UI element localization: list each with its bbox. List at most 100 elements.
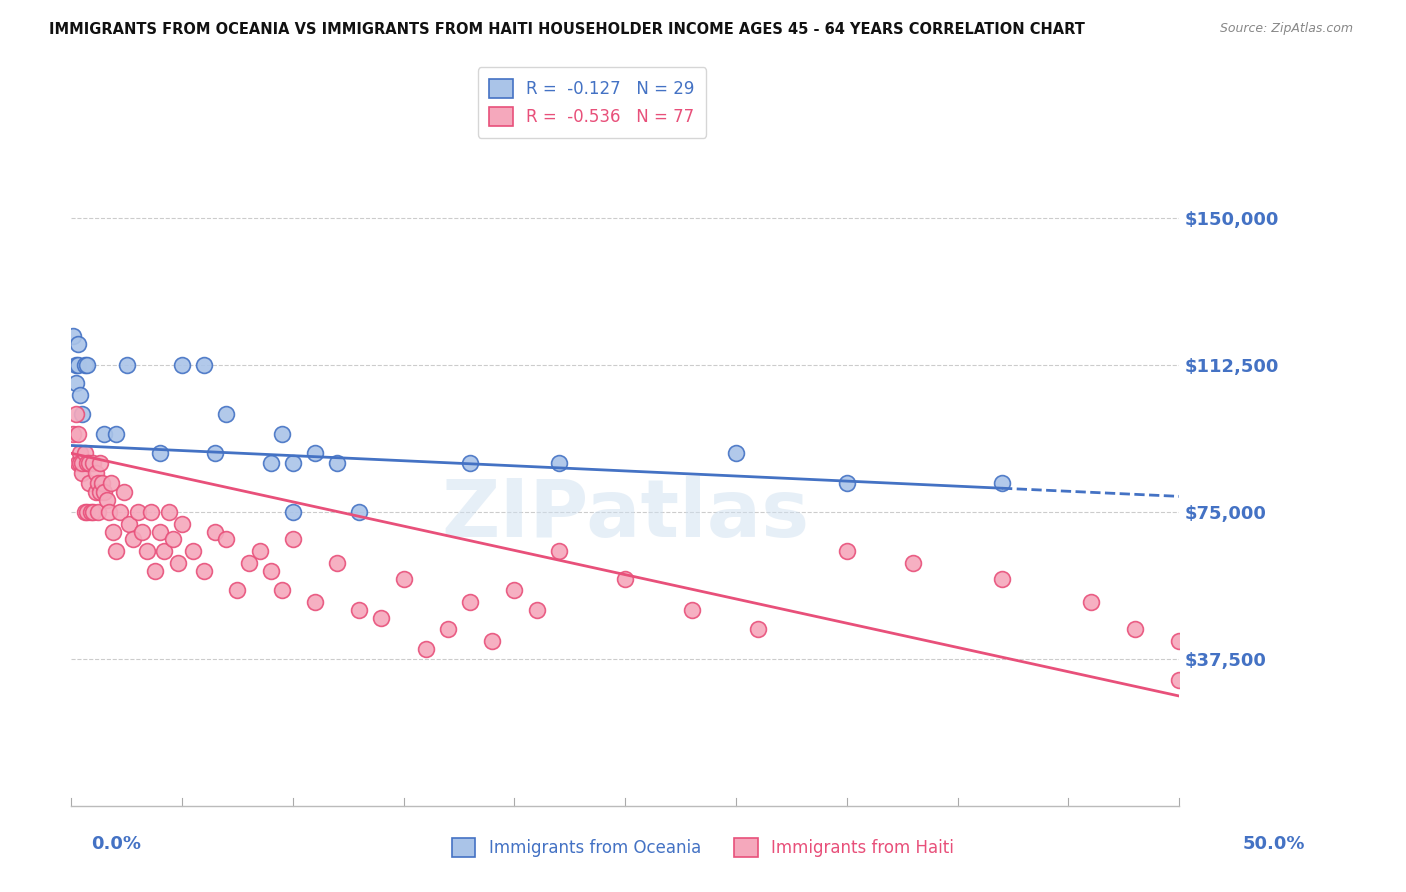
Point [84,466,107,480]
Point [89,485,111,500]
Point [1080,595,1102,609]
Point [127,505,149,519]
Point [349,505,371,519]
Point [157,505,180,519]
Point [69,446,91,460]
Point [270,583,292,598]
Point [97,505,120,519]
Point [835,544,858,558]
Point [87,505,110,519]
Point [84,485,107,500]
Point [77,475,100,490]
Point [69,387,91,401]
Text: 50.0%: 50.0% [1243,835,1305,853]
Point [76,358,98,372]
Point [91,475,114,490]
Legend: Immigrants from Oceania, Immigrants from Haiti: Immigrants from Oceania, Immigrants from… [446,831,960,864]
Point [260,456,283,470]
Point [503,583,526,598]
Point [281,533,304,547]
Point [73,505,96,519]
Point [437,623,460,637]
Point [226,583,249,598]
Point [481,634,503,648]
Point [87,475,110,490]
Text: ZIPatlas: ZIPatlas [441,476,810,554]
Point [215,407,238,421]
Point [72,407,94,421]
Point [249,544,271,558]
Point [118,516,141,531]
Point [304,446,326,460]
Point [139,505,162,519]
Point [614,572,637,586]
Point [526,603,548,617]
Point [112,485,135,500]
Point [204,524,226,539]
Point [170,516,193,531]
Point [76,456,98,470]
Point [115,358,138,372]
Point [991,475,1014,490]
Point [66,358,89,372]
Point [93,426,115,441]
Point [104,426,127,441]
Point [281,505,304,519]
Point [547,544,569,558]
Point [96,493,118,508]
Point [82,456,104,470]
Point [131,524,153,539]
Point [66,336,89,351]
Point [903,556,925,570]
Point [149,446,172,460]
Point [204,446,226,460]
Point [458,456,481,470]
Point [747,623,769,637]
Point [104,544,127,558]
Point [349,603,371,617]
Point [260,564,283,578]
Text: 0.0%: 0.0% [91,835,142,853]
Point [65,358,87,372]
Point [62,426,84,441]
Point [1123,623,1146,637]
Point [100,475,122,490]
Point [62,329,84,343]
Point [458,595,481,609]
Point [73,446,96,460]
Point [1168,634,1191,648]
Point [89,456,111,470]
Point [270,426,292,441]
Point [193,358,215,372]
Point [72,466,94,480]
Point [238,556,260,570]
Point [108,505,131,519]
Point [135,544,157,558]
Point [415,642,437,657]
Point [73,358,96,372]
Point [392,572,415,586]
Point [181,544,204,558]
Point [76,505,98,519]
Point [170,358,193,372]
Point [80,505,103,519]
Point [145,564,167,578]
Point [835,475,858,490]
Point [162,533,184,547]
Point [725,446,748,460]
Point [681,603,703,617]
Point [326,456,349,470]
Point [65,407,87,421]
Point [370,611,392,625]
Point [166,556,188,570]
Point [66,456,89,470]
Point [215,533,238,547]
Point [304,595,326,609]
Text: IMMIGRANTS FROM OCEANIA VS IMMIGRANTS FROM HAITI HOUSEHOLDER INCOME AGES 45 - 64: IMMIGRANTS FROM OCEANIA VS IMMIGRANTS FR… [49,22,1085,37]
Point [153,544,176,558]
Point [1168,673,1191,688]
Point [281,456,304,470]
Point [72,456,94,470]
Point [326,556,349,570]
Text: Source: ZipAtlas.com: Source: ZipAtlas.com [1219,22,1353,36]
